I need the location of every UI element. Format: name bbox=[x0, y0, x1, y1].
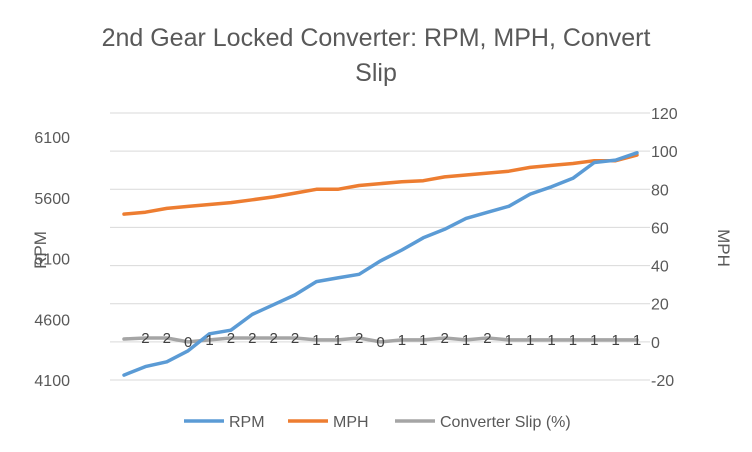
data-label: 2 bbox=[291, 330, 299, 347]
data-label: 1 bbox=[505, 332, 513, 349]
data-label: 2 bbox=[248, 330, 256, 347]
data-label: 1 bbox=[569, 332, 577, 349]
series-line-converter-slip bbox=[122, 336, 639, 344]
chart-title-line-2: Slip bbox=[355, 59, 397, 87]
y-right-tick-label: 80 bbox=[651, 182, 669, 199]
chart-title-line-1: 2nd Gear Locked Converter: RPM, MPH, Con… bbox=[102, 24, 651, 52]
data-label: 0 bbox=[376, 334, 384, 351]
data-label: 1 bbox=[334, 332, 342, 349]
y-left-tick-label: 5100 bbox=[34, 252, 70, 269]
data-label: 1 bbox=[398, 332, 406, 349]
y-left-tick-label: 4600 bbox=[34, 312, 70, 329]
legend-label-rpm: RPM bbox=[229, 414, 265, 431]
data-label: 2 bbox=[483, 330, 491, 347]
y-left-tick-label: 4100 bbox=[34, 373, 70, 390]
data-label: 1 bbox=[419, 332, 427, 349]
y-left-tick-label: 6100 bbox=[34, 130, 70, 147]
data-label: 0 bbox=[184, 334, 192, 351]
y-right-tick-label: -20 bbox=[651, 373, 674, 390]
data-label: 1 bbox=[205, 332, 213, 349]
y-left-axis-label: RPM bbox=[31, 231, 50, 269]
data-label: 1 bbox=[611, 332, 619, 349]
y-right-axis-label: MPH bbox=[714, 229, 733, 267]
y-right-tick-label: 60 bbox=[651, 220, 669, 237]
data-label: 2 bbox=[440, 330, 448, 347]
data-label: 2 bbox=[141, 330, 149, 347]
data-label: 2 bbox=[269, 330, 277, 347]
data-label: 2 bbox=[163, 330, 171, 347]
y-right-tick-label: 120 bbox=[651, 106, 678, 123]
data-label: 1 bbox=[312, 332, 320, 349]
data-label: 2 bbox=[355, 330, 363, 347]
data-label: 1 bbox=[633, 332, 641, 349]
data-label: 2 bbox=[227, 330, 235, 347]
y-right-tick-label: 0 bbox=[651, 335, 660, 352]
y-right-tick-label: 20 bbox=[651, 297, 669, 314]
series-line-mph bbox=[122, 153, 639, 216]
y-left-tick-label: 5600 bbox=[34, 191, 70, 208]
legend-label-converter-slip: Converter Slip (%) bbox=[440, 414, 571, 431]
series-line-rpm bbox=[122, 151, 639, 377]
data-label: 1 bbox=[462, 332, 470, 349]
legend-label-mph: MPH bbox=[333, 414, 369, 431]
data-label: 1 bbox=[590, 332, 598, 349]
data-label: 1 bbox=[547, 332, 555, 349]
y-right-tick-label: 100 bbox=[651, 144, 678, 161]
y-right-tick-label: 40 bbox=[651, 259, 669, 276]
data-label: 1 bbox=[526, 332, 534, 349]
